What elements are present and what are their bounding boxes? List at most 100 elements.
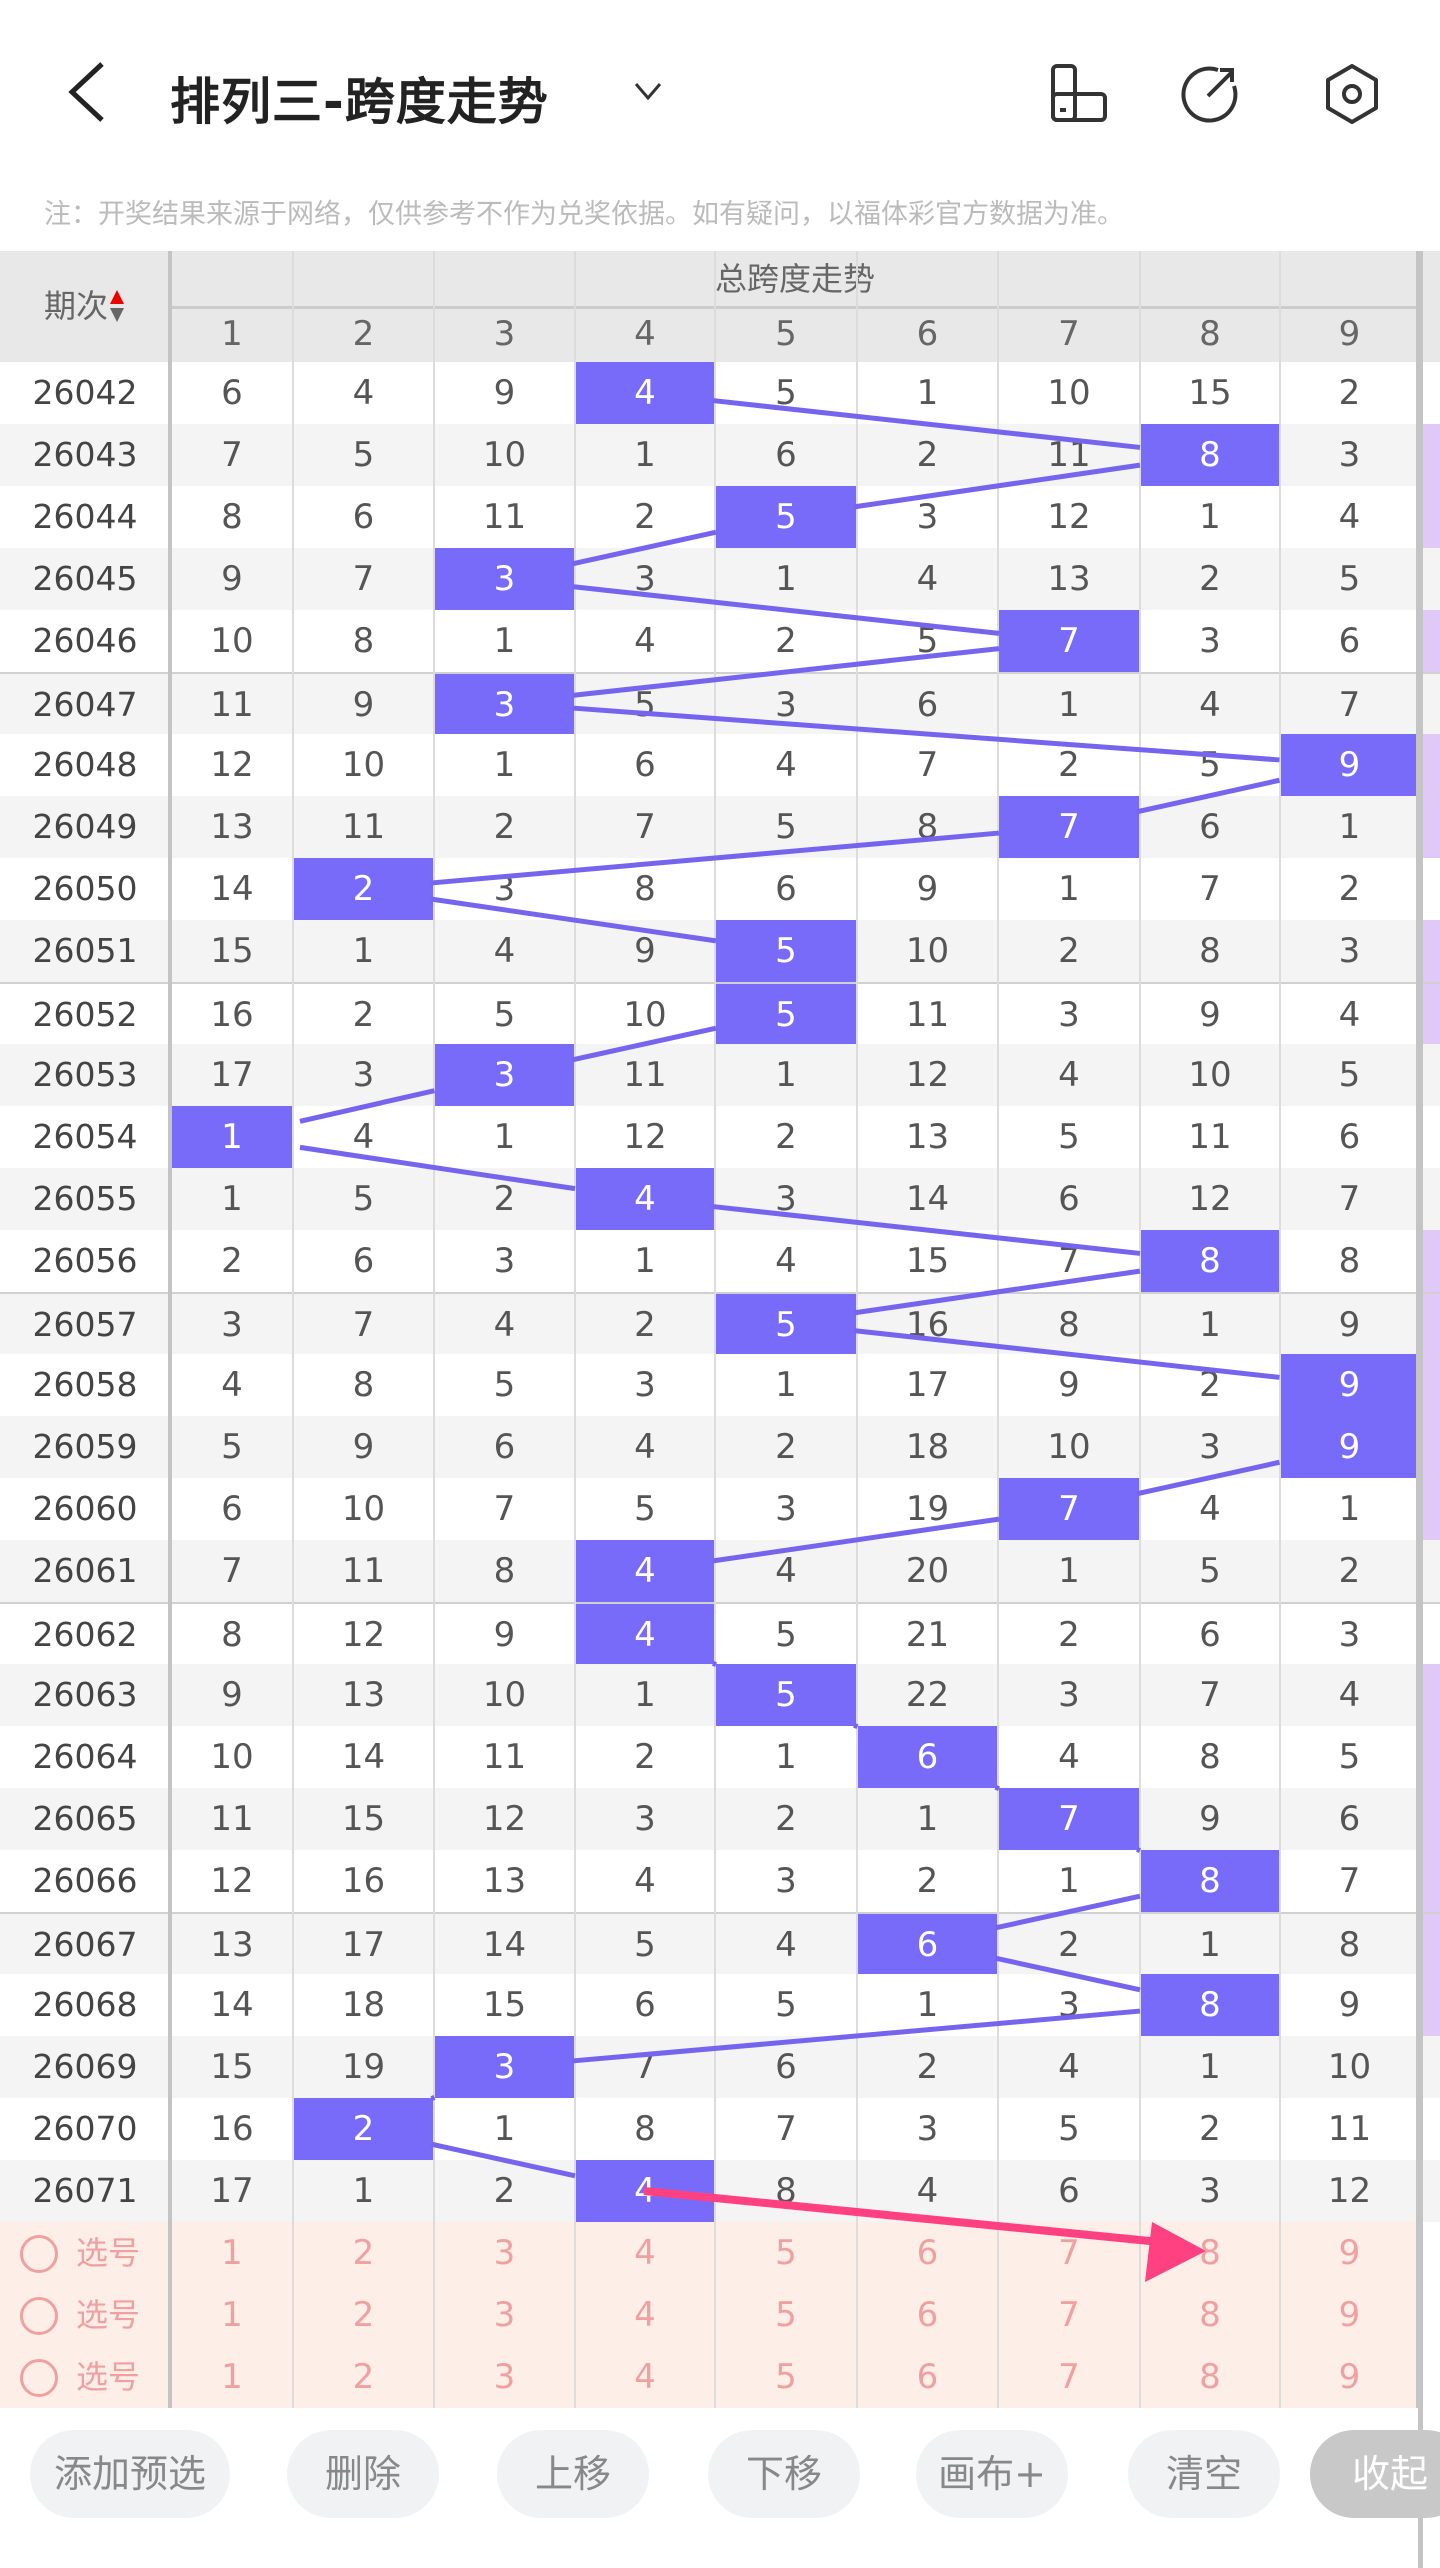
value-cell[interactable]: 4 bbox=[916, 2171, 939, 2211]
select-option-5[interactable]: 5 bbox=[775, 2357, 797, 2397]
value-cell[interactable]: 6 bbox=[775, 2047, 797, 2087]
value-cell[interactable]: 2 bbox=[1058, 745, 1080, 785]
value-cell[interactable]: 8 bbox=[352, 621, 375, 661]
value-cell[interactable]: 14 bbox=[341, 1737, 386, 1777]
value-cell[interactable]: 10 bbox=[1188, 1055, 1232, 1095]
hit-cell[interactable]: 8 bbox=[1141, 1850, 1279, 1912]
hit-cell[interactable]: 9 bbox=[1281, 734, 1418, 796]
page-title[interactable]: 排列三-跨度走势 bbox=[170, 73, 549, 131]
value-cell[interactable]: 13 bbox=[210, 1925, 254, 1965]
value-cell[interactable]: 18 bbox=[341, 1985, 386, 2025]
value-cell[interactable]: 1 bbox=[916, 373, 939, 413]
hit-cell[interactable]: 6 bbox=[858, 1726, 997, 1788]
value-cell[interactable]: 11 bbox=[210, 1799, 254, 1839]
value-cell[interactable]: 9 bbox=[634, 931, 656, 971]
toolbar-button-4[interactable]: 画布+ bbox=[916, 2430, 1068, 2518]
value-cell[interactable]: 9 bbox=[1338, 1985, 1361, 2025]
value-cell[interactable]: 3 bbox=[1199, 621, 1221, 661]
value-cell[interactable]: 3 bbox=[775, 1861, 797, 1901]
value-cell[interactable]: 6 bbox=[221, 1489, 243, 1529]
value-cell[interactable]: 5 bbox=[1338, 559, 1361, 599]
select-option-4[interactable]: 4 bbox=[634, 2357, 656, 2397]
value-cell[interactable]: 2 bbox=[352, 995, 375, 1035]
value-cell[interactable]: 1 bbox=[1338, 1489, 1361, 1529]
value-cell[interactable]: 1 bbox=[1338, 807, 1361, 847]
value-cell[interactable]: 4 bbox=[1338, 1675, 1361, 1715]
value-cell[interactable]: 2 bbox=[1058, 1615, 1080, 1655]
value-cell[interactable]: 8 bbox=[352, 1365, 375, 1405]
select-radio[interactable] bbox=[20, 2235, 58, 2273]
value-cell[interactable]: 17 bbox=[341, 1925, 386, 1965]
orientation-button[interactable] bbox=[1048, 62, 1112, 126]
value-cell[interactable]: 6 bbox=[916, 685, 939, 725]
value-cell[interactable]: 11 bbox=[341, 1551, 386, 1591]
value-cell[interactable]: 9 bbox=[1058, 1365, 1080, 1405]
value-cell[interactable]: 5 bbox=[916, 621, 939, 661]
value-cell[interactable]: 6 bbox=[1058, 1179, 1080, 1219]
value-cell[interactable]: 3 bbox=[1058, 1985, 1080, 2025]
value-cell[interactable]: 10 bbox=[210, 621, 254, 661]
select-option-2[interactable]: 2 bbox=[352, 2295, 375, 2335]
value-cell[interactable]: 7 bbox=[916, 745, 939, 785]
value-cell[interactable]: 10 bbox=[623, 995, 667, 1035]
value-cell[interactable]: 1 bbox=[775, 559, 797, 599]
value-cell[interactable]: 4 bbox=[493, 931, 516, 971]
value-cell[interactable]: 11 bbox=[1047, 435, 1091, 475]
select-option-3[interactable]: 3 bbox=[493, 2357, 516, 2397]
hit-cell[interactable]: 1 bbox=[172, 1106, 292, 1168]
select-option-1[interactable]: 1 bbox=[221, 2295, 243, 2335]
value-cell[interactable]: 4 bbox=[493, 1305, 516, 1345]
value-cell[interactable]: 8 bbox=[1199, 1737, 1221, 1777]
value-cell[interactable]: 10 bbox=[210, 1737, 254, 1777]
hit-cell[interactable]: 3 bbox=[435, 1044, 574, 1106]
value-cell[interactable]: 22 bbox=[905, 1675, 950, 1715]
hit-cell[interactable]: 4 bbox=[576, 1604, 714, 1666]
value-cell[interactable]: 1 bbox=[1058, 869, 1080, 909]
value-cell[interactable]: 2 bbox=[1338, 373, 1361, 413]
value-cell[interactable]: 3 bbox=[1199, 1427, 1221, 1467]
value-cell[interactable]: 3 bbox=[916, 497, 939, 537]
select-option-6[interactable]: 6 bbox=[916, 2357, 939, 2397]
value-cell[interactable]: 12 bbox=[1188, 1179, 1232, 1219]
value-cell[interactable]: 6 bbox=[1338, 1799, 1361, 1839]
title-dropdown-button[interactable] bbox=[628, 74, 668, 110]
value-cell[interactable]: 1 bbox=[1058, 685, 1080, 725]
value-cell[interactable]: 8 bbox=[1338, 1925, 1361, 1965]
value-cell[interactable]: 4 bbox=[775, 745, 797, 785]
value-cell[interactable]: 17 bbox=[905, 1365, 950, 1405]
value-cell[interactable]: 10 bbox=[1047, 373, 1091, 413]
value-cell[interactable]: 3 bbox=[1058, 1675, 1080, 1715]
value-cell[interactable]: 14 bbox=[210, 1985, 254, 2025]
value-cell[interactable]: 9 bbox=[493, 373, 516, 413]
hit-cell[interactable]: 2 bbox=[294, 2098, 433, 2160]
select-option-5[interactable]: 5 bbox=[775, 2295, 797, 2335]
value-cell[interactable]: 7 bbox=[1199, 1675, 1221, 1715]
value-cell[interactable]: 1 bbox=[1058, 1861, 1080, 1901]
value-cell[interactable]: 8 bbox=[775, 2171, 797, 2211]
value-cell[interactable]: 8 bbox=[634, 2109, 656, 2149]
select-option-1[interactable]: 1 bbox=[221, 2233, 243, 2273]
value-cell[interactable]: 1 bbox=[352, 931, 375, 971]
value-cell[interactable]: 1 bbox=[634, 1675, 656, 1715]
value-cell[interactable]: 9 bbox=[916, 869, 939, 909]
back-button[interactable] bbox=[60, 60, 120, 124]
value-cell[interactable]: 20 bbox=[905, 1551, 950, 1591]
hit-cell[interactable]: 5 bbox=[716, 1294, 856, 1356]
settings-button[interactable] bbox=[1320, 62, 1384, 126]
value-cell[interactable]: 21 bbox=[905, 1615, 950, 1655]
value-cell[interactable]: 11 bbox=[905, 995, 950, 1035]
value-cell[interactable]: 12 bbox=[210, 1861, 254, 1901]
share-button[interactable] bbox=[1178, 62, 1242, 126]
hit-cell[interactable]: 4 bbox=[576, 1168, 714, 1230]
value-cell[interactable]: 5 bbox=[634, 1489, 656, 1529]
value-cell[interactable]: 4 bbox=[1058, 2047, 1080, 2087]
value-cell[interactable]: 1 bbox=[493, 1117, 516, 1157]
value-cell[interactable]: 3 bbox=[775, 1179, 797, 1219]
value-cell[interactable]: 9 bbox=[221, 559, 243, 599]
value-cell[interactable]: 1 bbox=[221, 1179, 243, 1219]
value-cell[interactable]: 11 bbox=[341, 807, 386, 847]
value-cell[interactable]: 4 bbox=[634, 1861, 656, 1901]
value-cell[interactable]: 3 bbox=[493, 1241, 516, 1281]
value-cell[interactable]: 6 bbox=[775, 435, 797, 475]
value-cell[interactable]: 2 bbox=[493, 1179, 516, 1219]
